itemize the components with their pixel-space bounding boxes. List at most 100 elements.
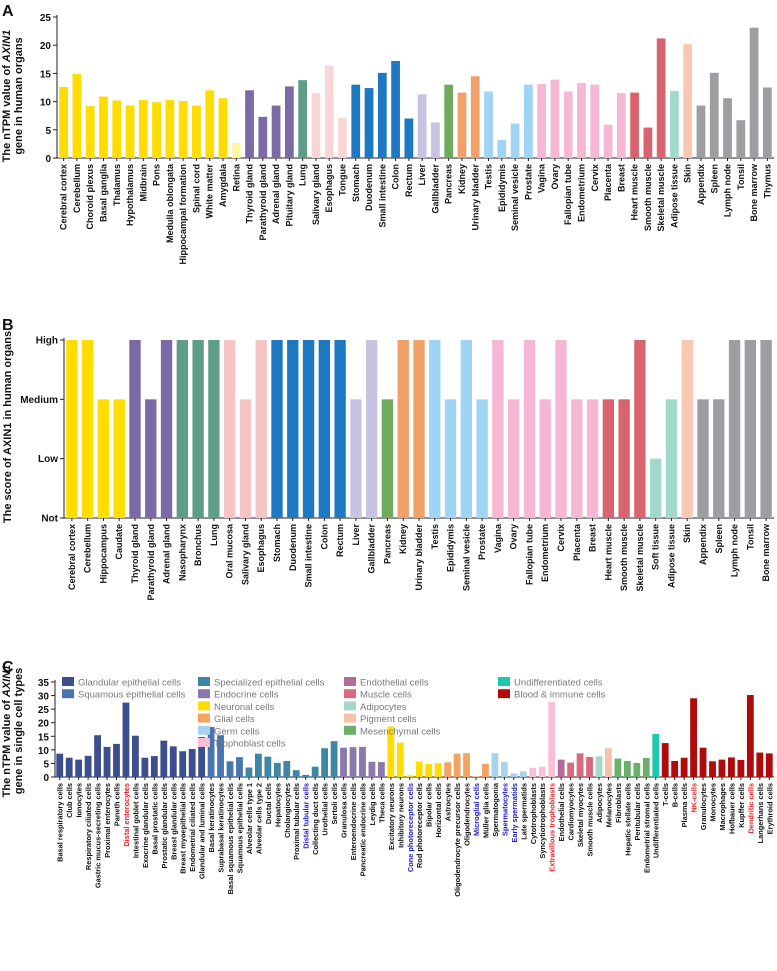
bar-c-hofbauer-cells: [728, 757, 735, 777]
bar-b-placenta: [571, 399, 583, 518]
category-label-c-endothelial-cells: Endothelial cells: [557, 783, 566, 841]
category-label-c-basal-keratinocytes: Basal keratinocytes: [207, 783, 216, 852]
bar-c-exocrine-glandular-cells: [141, 757, 149, 777]
bar-a-white-matter: [205, 90, 215, 158]
category-label-a-rectum: Rectum: [404, 164, 414, 197]
bar-a-cerebellum: [72, 73, 82, 158]
category-label-a-pituitary-gland: Pituitary gland: [284, 164, 294, 227]
category-label-a-prostate: Prostate: [523, 164, 533, 200]
panel-letter-a: A: [2, 3, 14, 20]
y-tick-label-c-10: 10: [38, 746, 50, 757]
bar-b-hippocampus: [97, 399, 110, 518]
bar-c-spermatocytes: [500, 761, 508, 777]
category-label-c-microglial-cells: Microglial cells: [472, 783, 481, 836]
category-label-c-erythroid-cells: Erythroid cells: [765, 783, 774, 834]
category-label-c-respiratory-ciliated-cells: Respiratory ciliated cells: [84, 783, 93, 870]
legend-swatch-undifferentiated-cells: [498, 677, 510, 686]
category-label-a-bone-marrow: Bone marrow: [749, 163, 759, 222]
category-label-b-bronchus: Bronchus: [193, 524, 203, 566]
bar-a-hippocampal-formation: [178, 101, 188, 158]
category-label-c-club-cells: Club cells: [65, 783, 74, 818]
category-label-a-parathyroid-gland: Parathyroid gland: [258, 164, 268, 241]
bar-b-seminal-vesicle: [460, 340, 473, 518]
category-label-a-cerebral-cortex: Cerebral cortex: [59, 164, 69, 230]
category-label-c-basal-respiratory-cells: Basal respiratory cells: [56, 783, 65, 862]
category-label-b-esophagus: Esophagus: [256, 524, 266, 573]
category-label-c-inhibitory-neurons: Inhibitory neurons: [396, 783, 405, 848]
bar-c-paneth-cells: [113, 743, 120, 777]
legend-label-neuronal-cells: Neuronal cells: [214, 702, 274, 713]
category-label-c-fibroblasts: Fibroblasts: [614, 783, 623, 823]
category-label-a-basal-ganglia: Basal ganglia: [98, 163, 108, 222]
legend-swatch-blood-immune-cells: [498, 689, 510, 699]
bar-c-respiratory-ciliated-cells: [84, 755, 92, 777]
category-label-c-intestinal-goblet-cells: Intestinal goblet cells: [131, 783, 140, 858]
y-axis-title-a-1: The nTPM value of AXIN1: [1, 30, 13, 163]
bar-a-medulla-oblongata: [165, 99, 175, 158]
category-label-a-vagina: Vagina: [537, 163, 547, 193]
bar-b-cervix: [555, 340, 567, 518]
legend-swatch-trophoblast-cells: [198, 738, 210, 747]
legend-label-specialized-epithelial-cells: Specialized epithelial cells: [214, 678, 325, 689]
legend-label-endothelial-cells: Endothelial cells: [360, 678, 429, 689]
bar-c-horizontal-cells: [434, 763, 442, 777]
y-tick-label-a-15: 15: [40, 69, 52, 80]
category-label-b-cerebellum: Cerebellum: [83, 524, 93, 573]
category-label-b-spleen: Spleen: [714, 524, 724, 554]
category-label-c-spermatogonia: Spermatogonia: [491, 782, 500, 837]
legend-swatch-specialized-epithelial-cells: [198, 677, 210, 686]
bar-a-lymph-node: [723, 98, 732, 158]
bar-c-melanocytes: [605, 748, 612, 777]
category-label-b-nasopharynx: Nasopharynx: [177, 524, 187, 581]
category-label-a-thyroid-gland: Thyroid gland: [245, 164, 255, 224]
category-label-a-salivary-gland: Salivary gland: [311, 164, 321, 225]
category-label-b-parathyroid-gland: Parathyroid gland: [146, 524, 156, 601]
bar-b-pancreas: [381, 399, 394, 518]
bar-c-club-cells: [65, 757, 73, 777]
bar-c-gastric-mucus-secreting-cells: [94, 735, 101, 777]
category-label-c-peritubular-cells: Peritubular cells: [633, 783, 642, 841]
y-tick-label-c-20: 20: [38, 719, 50, 730]
category-label-c-cholangiocytes: Cholangiocytes: [283, 783, 292, 838]
category-label-c-melanocytes: Melanocytes: [604, 783, 613, 827]
category-label-b-prostate: Prostate: [477, 524, 487, 560]
bar-a-thymus: [762, 87, 772, 158]
bar-c-suprabasal-keratinocytes: [217, 735, 224, 777]
bar-b-prostate: [476, 399, 488, 518]
category-label-b-tonsil: Tonsil: [745, 524, 755, 550]
category-label-a-retina: Retina: [231, 163, 241, 192]
category-label-a-kidney: Kidney: [457, 164, 467, 194]
bar-c-adipocytes: [595, 756, 603, 777]
bar-c-basal-keratinocytes: [207, 727, 215, 777]
bar-c-cytotrophoblasts: [529, 767, 537, 777]
category-label-b-rectum: Rectum: [335, 524, 345, 557]
category-label-c-gastric-mucus-secreting-cells: Gastric mucus-secreting cells: [94, 783, 103, 888]
bar-a-colon: [391, 60, 400, 158]
category-label-c-breast-glandular-cells: Breast glandular cells: [169, 783, 178, 860]
category-label-b-skeletal-muscle: Skeletal muscle: [635, 524, 645, 592]
bar-c-enteroendocrine-cells: [349, 747, 357, 777]
category-label-a-tonsil: Tonsil: [736, 164, 746, 190]
bar-c-oligodendrocytes: [463, 753, 470, 777]
category-label-a-liver: Liver: [417, 164, 427, 186]
category-label-a-thymus: Thymus: [762, 164, 772, 199]
bar-b-salivary-gland: [239, 399, 252, 518]
bar-a-thalamus: [112, 100, 122, 158]
bar-c-basal-squamous-epithelial-cells: [226, 761, 234, 777]
bar-c-late-spermatids: [519, 771, 527, 777]
bar-c-syncytiotrophoblasts: [538, 766, 546, 777]
category-label-c-smooth-muscle-cells: Smooth muscle cells: [586, 783, 595, 857]
category-label-a-thalamus: Thalamus: [112, 164, 122, 206]
legend-swatch-glial-cells: [198, 713, 210, 723]
bar-b-rectum: [334, 340, 346, 518]
bar-a-duodenum: [364, 88, 374, 158]
panel-letter-c: C: [2, 659, 14, 676]
bar-c-pancreatic-endocrine-cells: [359, 746, 366, 777]
bar-c-macrophages: [718, 759, 726, 777]
y-tick-label-b-medium: Medium: [20, 395, 58, 406]
category-label-c-astrocytes: Astrocytes: [444, 783, 453, 821]
bar-c-smooth-muscle-cells: [586, 756, 593, 777]
bar-c-leydig-cells: [368, 761, 376, 777]
bar-a-liver: [417, 94, 427, 158]
category-label-c-exocrine-glandular-cells: Exocrine glandular cells: [141, 783, 150, 868]
